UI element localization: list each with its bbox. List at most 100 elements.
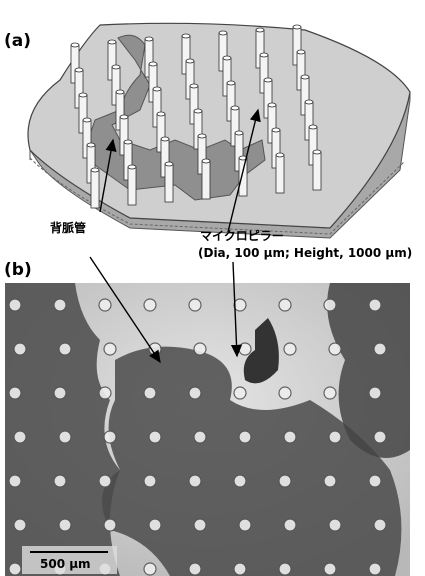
pillar-top xyxy=(202,159,210,163)
pillar-dot xyxy=(369,299,381,311)
pillar-dot xyxy=(324,563,336,575)
scale-label: 500 μm xyxy=(40,557,91,571)
pillar-dot xyxy=(144,387,156,399)
panel-b: (b) 500 μm xyxy=(4,257,425,576)
pillar-dot xyxy=(149,431,161,443)
pillar-top xyxy=(87,143,95,147)
pillar-top xyxy=(157,112,165,116)
pillar-top xyxy=(235,131,243,135)
pillar-dot xyxy=(329,343,341,355)
pillar xyxy=(165,162,173,202)
pillar-top xyxy=(309,125,317,129)
pillar-top xyxy=(276,153,284,157)
vessel-label: 背脈管 xyxy=(50,220,86,235)
pillar-top xyxy=(108,40,116,44)
pillar-dot xyxy=(369,563,381,575)
pillar-top xyxy=(227,81,235,85)
pillar-top xyxy=(124,140,132,144)
pillar-top xyxy=(268,103,276,107)
pillar-dot xyxy=(14,431,26,443)
pillar-dot xyxy=(279,563,291,575)
pillar-dot xyxy=(234,299,246,311)
pillar-dot xyxy=(59,343,71,355)
pillar-top xyxy=(153,87,161,91)
pillar-top xyxy=(301,75,309,79)
pillar-top xyxy=(186,59,194,63)
pillar xyxy=(276,153,284,193)
pillar-dot xyxy=(374,343,386,355)
pillar-top xyxy=(165,162,173,166)
pillar-dot xyxy=(414,563,425,575)
pillar-dot xyxy=(284,519,296,531)
pillar-dot xyxy=(9,387,21,399)
pillar-top xyxy=(293,25,301,29)
pillar-top xyxy=(83,118,91,122)
pillar-top xyxy=(75,68,83,72)
pillar-dot xyxy=(284,343,296,355)
pillar-top xyxy=(190,84,198,88)
pillar-dot xyxy=(99,475,111,487)
pillar-dot xyxy=(369,475,381,487)
pillar-dot xyxy=(104,431,116,443)
pillar-body xyxy=(165,164,173,202)
pillar-dot xyxy=(104,343,116,355)
pillar xyxy=(91,168,99,208)
pillar-dot xyxy=(54,299,66,311)
pillar-dot xyxy=(104,519,116,531)
pillar-body xyxy=(128,167,136,205)
pillar-dot xyxy=(239,519,251,531)
pillar-dot xyxy=(419,431,425,443)
pillar-dot xyxy=(144,299,156,311)
pillar-dot xyxy=(9,475,21,487)
pillar-dot xyxy=(14,519,26,531)
pillar-dot xyxy=(419,519,425,531)
pillar-dot xyxy=(324,387,336,399)
pillar-dot xyxy=(279,475,291,487)
pillar-dot xyxy=(234,475,246,487)
figure: (a) 背脈管 マイクロピラー (Dia, 100 μm; Height, 10… xyxy=(0,0,425,576)
pillar-top xyxy=(79,93,87,97)
pillar-top xyxy=(71,43,79,47)
pillar-dot xyxy=(414,475,425,487)
pillar-dot xyxy=(414,387,425,399)
pillar-dot xyxy=(239,343,251,355)
pillar xyxy=(202,159,210,199)
pillar-dot xyxy=(414,299,425,311)
pillar-top xyxy=(194,109,202,113)
pillar-top xyxy=(219,31,227,35)
pillar-top xyxy=(260,53,268,57)
pillar-body xyxy=(91,170,99,208)
pillar-dot xyxy=(9,299,21,311)
pillar-top xyxy=(145,37,153,41)
pillar-top xyxy=(120,115,128,119)
pillar-dot xyxy=(54,475,66,487)
pillar-top xyxy=(182,34,190,38)
pillar-dot xyxy=(369,387,381,399)
pillar-body xyxy=(313,152,321,190)
pillar-body xyxy=(202,161,210,199)
pillar-dot xyxy=(419,343,425,355)
pillar-top xyxy=(305,100,313,104)
pillar-dot xyxy=(284,431,296,443)
pillar-dot xyxy=(239,431,251,443)
pillar-body xyxy=(239,158,247,196)
pillar-dot xyxy=(59,519,71,531)
pillar-dot xyxy=(194,431,206,443)
pillar-label: マイクロピラー xyxy=(200,229,284,243)
pillar-dot xyxy=(279,387,291,399)
pillar-dot xyxy=(374,519,386,531)
pillar-dot xyxy=(234,387,246,399)
pillar-dot xyxy=(324,475,336,487)
pillar-top xyxy=(161,137,169,141)
panel-a: (a) 背脈管 マイクロピラー (Dia, 100 μm; Height, 10… xyxy=(4,23,412,260)
pillar-dot xyxy=(149,519,161,531)
pillar-dot xyxy=(9,563,21,575)
pillar-top xyxy=(149,62,157,66)
pillar-dot xyxy=(189,563,201,575)
pillar-dot xyxy=(329,519,341,531)
pillar-dot xyxy=(234,563,246,575)
pillar-top xyxy=(112,65,120,69)
pillar-dot xyxy=(189,299,201,311)
pillar-top xyxy=(264,78,272,82)
pillar-top xyxy=(128,165,136,169)
